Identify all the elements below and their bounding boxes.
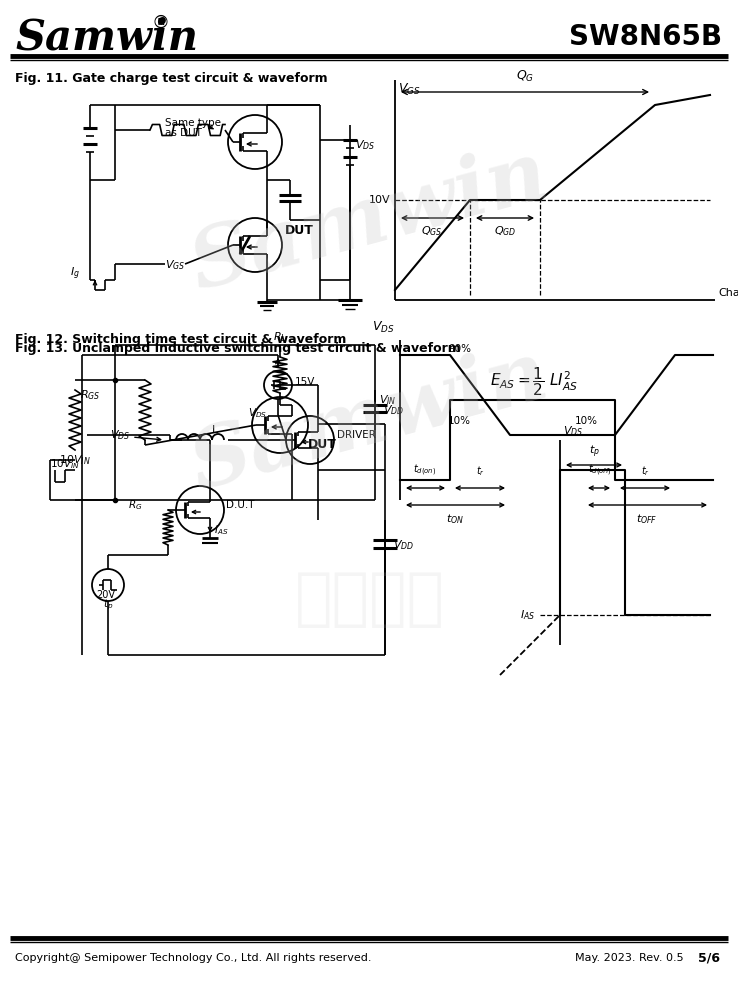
Text: $V_{DS}$: $V_{DS}$ xyxy=(373,320,395,335)
Text: $V_{DD}$: $V_{DD}$ xyxy=(383,403,404,417)
Text: $E_{AS} = \dfrac{1}{2}\ L I_{AS}^2$: $E_{AS} = \dfrac{1}{2}\ L I_{AS}^2$ xyxy=(490,365,578,398)
Text: $10V_{IN}$: $10V_{IN}$ xyxy=(50,457,80,471)
Text: 20V: 20V xyxy=(97,590,116,600)
Text: $t_{d(off)}$: $t_{d(off)}$ xyxy=(588,463,612,478)
Text: $t_r$: $t_r$ xyxy=(475,464,484,478)
Text: $R_L$: $R_L$ xyxy=(273,330,287,344)
Text: $V_{DS}$: $V_{DS}$ xyxy=(355,138,376,152)
Text: L: L xyxy=(212,425,218,435)
Text: $t_{ON}$: $t_{ON}$ xyxy=(446,512,464,526)
Text: 10V: 10V xyxy=(368,195,390,205)
Text: $10V_{IN}$: $10V_{IN}$ xyxy=(59,453,91,467)
Text: DRIVER: DRIVER xyxy=(337,430,376,440)
Text: $I_g$: $I_g$ xyxy=(70,266,80,282)
Text: $Q_{GD}$: $Q_{GD}$ xyxy=(494,224,516,238)
Text: $V_{DS}$: $V_{DS}$ xyxy=(248,406,267,420)
Text: Samwin: Samwin xyxy=(15,16,198,58)
Text: Fig. 11. Gate charge test circuit & waveform: Fig. 11. Gate charge test circuit & wave… xyxy=(15,72,328,85)
Text: May. 2023. Rev. 0.5: May. 2023. Rev. 0.5 xyxy=(575,953,683,963)
Text: $t_r$: $t_r$ xyxy=(641,464,649,478)
Text: $V_{DD}$: $V_{DD}$ xyxy=(393,538,414,552)
Text: $Q_G$: $Q_G$ xyxy=(516,69,534,84)
Text: Fig. 13. Unclamped Inductive switching test circuit & waveform: Fig. 13. Unclamped Inductive switching t… xyxy=(15,342,461,355)
Text: $t_{OFF}$: $t_{OFF}$ xyxy=(636,512,658,526)
Text: 15V: 15V xyxy=(295,377,315,387)
Text: Samwin: Samwin xyxy=(182,134,557,306)
Text: SW8N65B: SW8N65B xyxy=(569,23,722,51)
Text: Samwin: Samwin xyxy=(182,334,557,506)
Text: $V_{GS}$: $V_{GS}$ xyxy=(398,82,421,97)
Text: $V_{DS}$: $V_{DS}$ xyxy=(563,424,583,438)
Text: $V_{GS}$: $V_{GS}$ xyxy=(165,258,185,272)
Text: $t_p$: $t_p$ xyxy=(103,598,113,612)
Text: DUT: DUT xyxy=(308,438,337,452)
Text: Charge(nC): Charge(nC) xyxy=(718,288,738,298)
Text: 90%: 90% xyxy=(448,344,471,354)
Text: 5/6: 5/6 xyxy=(698,952,720,964)
Text: $t_{d(on)}$: $t_{d(on)}$ xyxy=(413,463,437,478)
Text: $I_{AS}$: $I_{AS}$ xyxy=(214,523,228,537)
Text: D.U.T: D.U.T xyxy=(226,500,255,510)
Text: 版权所有: 版权所有 xyxy=(295,570,445,630)
Text: Copyright@ Semipower Technology Co., Ltd. All rights reserved.: Copyright@ Semipower Technology Co., Ltd… xyxy=(15,953,371,963)
Text: 10%: 10% xyxy=(575,416,598,426)
Text: $I_{AS}$: $I_{AS}$ xyxy=(520,608,535,622)
Text: 10%: 10% xyxy=(448,416,471,426)
Text: $V_{IN}$: $V_{IN}$ xyxy=(379,393,397,407)
Text: Same type: Same type xyxy=(165,118,221,128)
Text: $V_{DS}$: $V_{DS}$ xyxy=(110,428,131,442)
Text: ®: ® xyxy=(152,14,170,32)
Text: as DUT: as DUT xyxy=(165,128,202,138)
Text: $R_{GS}$: $R_{GS}$ xyxy=(80,388,100,402)
Text: $Q_{GS}$: $Q_{GS}$ xyxy=(421,224,443,238)
Text: Fig. 12. Switching time test circuit & waveform: Fig. 12. Switching time test circuit & w… xyxy=(15,333,346,346)
Text: $R_G$: $R_G$ xyxy=(128,498,142,512)
Text: DUT: DUT xyxy=(285,224,314,236)
Text: $t_p$: $t_p$ xyxy=(588,444,599,460)
